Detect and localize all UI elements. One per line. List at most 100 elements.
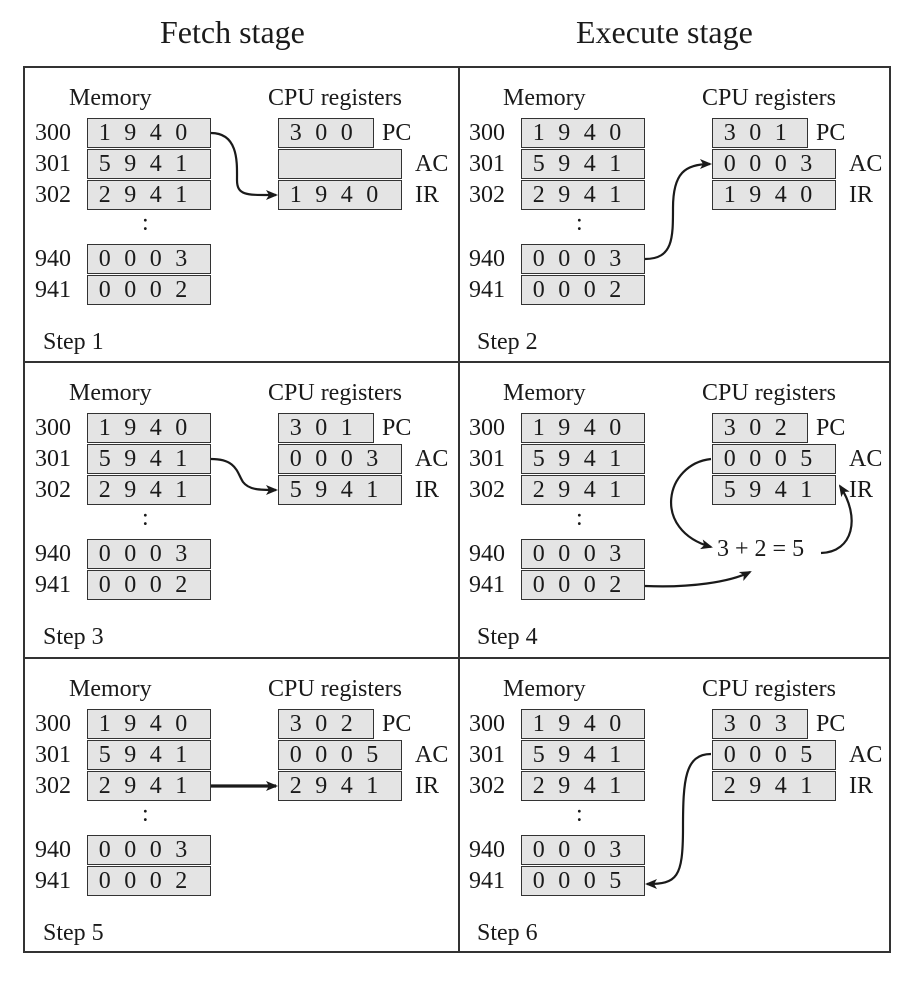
pc-digit: 3 [774,711,787,737]
diagram-grid: Memory CPU registers 300 1 9 4 0 301 5 9 4 1 302 2 9 4 1… [23,66,891,953]
pc-digit: 0 [749,711,762,737]
memory-address-940: 940 [469,246,505,272]
memory-digit: 0 [124,837,137,863]
ir-digit: 4 [340,477,353,503]
memory-digit: 1 [532,711,545,737]
memory-digit: 9 [124,711,137,737]
memory-digit: 0 [149,246,162,272]
memory-digit: 4 [583,151,596,177]
memory-digit: 0 [175,711,188,737]
ir-digit: 9 [749,182,762,208]
memory-address-300: 300 [35,415,71,441]
memory-digit: 4 [149,120,162,146]
pc-digit: 0 [749,415,762,441]
ac-digit: 3 [800,151,813,177]
execute-stage-header: Execute stage [576,14,753,50]
memory-digit: 1 [609,773,622,799]
memory-label: Memory [503,676,586,702]
memory-digit: 9 [124,182,137,208]
ir-digit: 9 [749,773,762,799]
pc-label: PC [816,415,846,441]
memory-address-941: 941 [469,868,505,894]
ir-label: IR [415,773,439,799]
memory-digit: 4 [149,182,162,208]
memory-digit: 1 [532,415,545,441]
memory-digit: 1 [532,120,545,146]
memory-digit: 2 [98,773,111,799]
memory-digit: 3 [175,246,188,272]
memory-digit: 1 [175,446,188,472]
memory-digit: 0 [149,868,162,894]
memory-address-941: 941 [469,277,505,303]
memory-address-940: 940 [35,541,71,567]
memory-address-301: 301 [469,151,505,177]
memory-digit: 9 [558,446,571,472]
memory-digit: 4 [583,711,596,737]
memory-digit: 3 [175,541,188,567]
ac-label: AC [849,742,883,768]
ir-digit: 1 [723,182,736,208]
memory-digit: 5 [98,742,111,768]
memory-address-941: 941 [35,277,71,303]
pc-digit: 0 [315,415,328,441]
memory-address-300: 300 [469,415,505,441]
memory-digit: 4 [583,120,596,146]
memory-digit: 5 [609,868,622,894]
memory-digit: 4 [583,415,596,441]
memory-digit: 0 [558,837,571,863]
memory-digit: 0 [175,415,188,441]
memory-address-940: 940 [35,246,71,272]
memory-address-301: 301 [35,151,71,177]
addition-expression: 3 + 2 = 5 [717,536,805,562]
memory-digit: 4 [149,446,162,472]
ac-label: AC [415,151,449,177]
ac-digit: 0 [774,151,787,177]
memory-digit: 9 [124,151,137,177]
cpu-registers-label: CPU registers [268,85,402,111]
memory-address-300: 300 [35,120,71,146]
ir-digit: 2 [289,773,302,799]
ir-digit: 4 [774,182,787,208]
memory-digit: 0 [149,541,162,567]
ir-digit: 1 [800,477,813,503]
memory-digit: 2 [175,868,188,894]
step-label: Step 1 [43,329,104,355]
arrow-step-2 [644,159,712,261]
step-label: Step 6 [477,920,538,946]
memory-label: Memory [503,85,586,111]
memory-ellipsis: : [142,505,149,531]
memory-digit: 0 [98,277,111,303]
memory-digit: 2 [609,277,622,303]
step-5-panel: Memory CPU registers 300 1 9 4 0 301 5 9 4 1 302 2 9 4 1… [25,659,459,954]
memory-digit: 4 [149,477,162,503]
memory-digit: 1 [175,742,188,768]
ir-digit: 1 [800,773,813,799]
ac-digit: 0 [289,742,302,768]
ir-digit: 9 [315,182,328,208]
memory-digit: 0 [609,120,622,146]
ir-digit: 4 [774,773,787,799]
memory-label: Memory [69,380,152,406]
memory-digit: 0 [98,246,111,272]
memory-digit: 0 [124,541,137,567]
memory-digit: 4 [583,742,596,768]
memory-label: Memory [69,676,152,702]
ir-digit: 1 [289,182,302,208]
ir-digit: 5 [723,477,736,503]
ac-digit: 0 [774,446,787,472]
memory-address-302: 302 [35,182,71,208]
